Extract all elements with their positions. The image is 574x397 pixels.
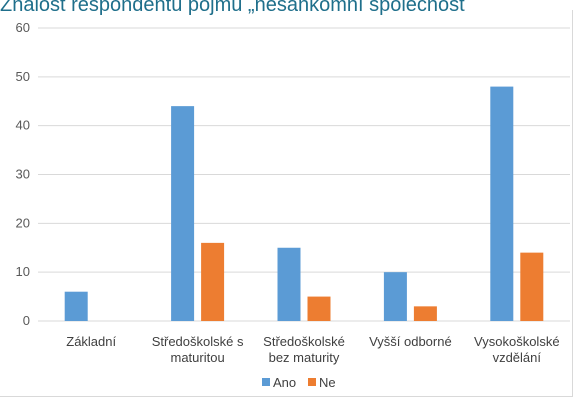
x-category-label: Středoškolské bez maturity bbox=[263, 334, 345, 365]
y-tick-label: 60 bbox=[16, 20, 30, 35]
bars bbox=[64, 86, 544, 321]
bar-ne-2 bbox=[307, 296, 331, 321]
y-tick-label: 40 bbox=[16, 118, 30, 133]
bar-ano-3 bbox=[383, 272, 407, 321]
bar-ano-1 bbox=[171, 106, 195, 321]
y-tick-label: 50 bbox=[16, 69, 30, 84]
legend-label-ano: Ano bbox=[273, 375, 296, 390]
chart-title: Znalost respondentů pojmu „nesankomní sp… bbox=[0, 0, 465, 16]
y-tick-label: 30 bbox=[16, 167, 30, 182]
bar-ne-4 bbox=[520, 252, 544, 321]
legend-label-ne: Ne bbox=[319, 375, 336, 390]
bar-ne-1 bbox=[201, 242, 225, 321]
bar-ano-4 bbox=[490, 86, 514, 321]
gridlines bbox=[38, 27, 570, 322]
x-category-label: Základní bbox=[66, 334, 116, 349]
y-tick-label: 0 bbox=[23, 313, 30, 328]
x-category-label: Středoškolské s maturitou bbox=[152, 334, 244, 365]
legend: Ano Ne bbox=[262, 375, 336, 390]
bar-ne-3 bbox=[413, 306, 437, 321]
y-tick-label: 10 bbox=[16, 264, 30, 279]
x-category-label: Vyšší odborné bbox=[369, 334, 452, 349]
bar-ano-2 bbox=[277, 247, 301, 321]
x-axis-category-labels: Základní Středoškolské s maturitou Středošk… bbox=[66, 334, 559, 365]
legend-swatch-ano bbox=[262, 378, 270, 386]
x-category-label: Vysokoškolské vzdělání bbox=[474, 334, 560, 365]
bar-ano-0 bbox=[64, 291, 88, 321]
y-axis-tick-labels: 0 10 20 30 40 50 60 bbox=[16, 20, 30, 328]
y-tick-label: 20 bbox=[16, 215, 30, 230]
legend-swatch-ne bbox=[308, 378, 316, 386]
